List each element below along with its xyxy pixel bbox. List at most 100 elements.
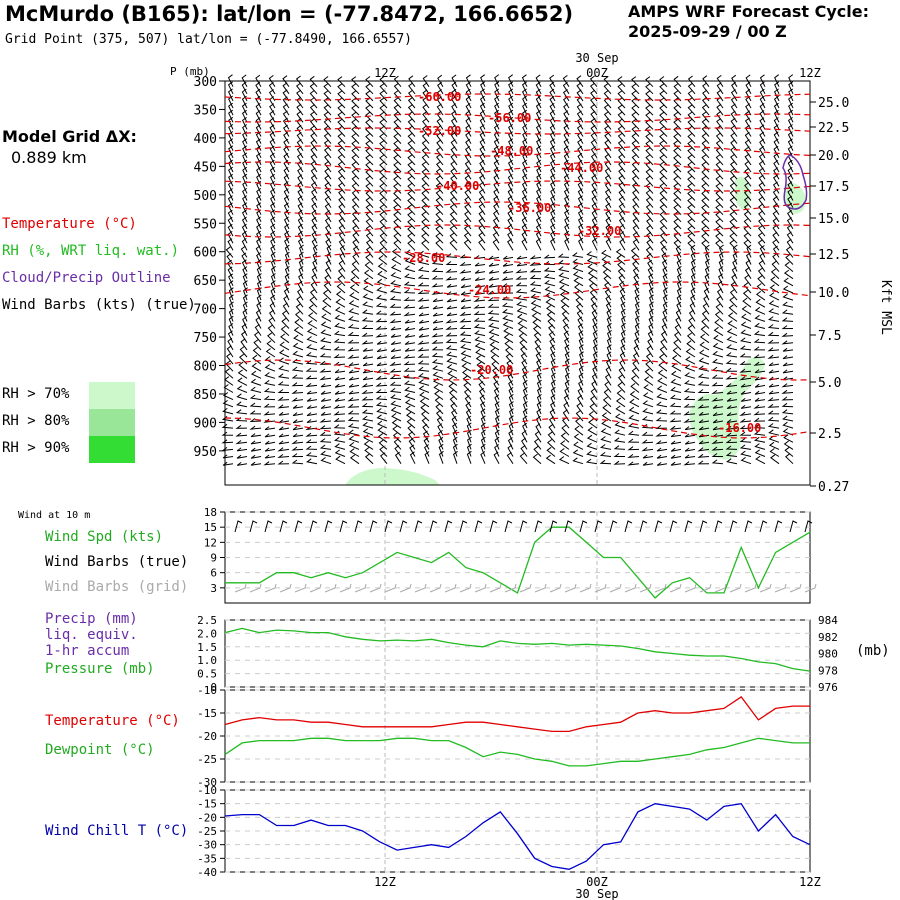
wind-barb [240,245,248,258]
wind-barb [772,239,780,251]
wind-barb [730,153,738,166]
wind-barb [585,458,598,465]
pressure-label: Pressure (mb) [45,661,155,677]
wind-barb [431,339,444,344]
wind-barb [292,350,304,358]
wind-barb [515,282,528,287]
wind-barb [506,452,514,464]
wind-barb [256,188,262,201]
wind-barb [237,369,248,379]
wind-barb [673,147,682,159]
wind-barb [228,294,234,308]
wind-barb [701,232,710,244]
wind-barb [284,266,290,279]
wind-barb [389,368,402,373]
wind-barb [516,301,528,308]
wind-barb [475,349,486,358]
wind-barb [767,339,780,344]
wind-barb [684,364,696,372]
wind-barb [758,260,766,272]
wind-barb [578,337,584,351]
wind-barb [421,146,430,159]
wind-barb [351,104,360,116]
wind-barb [407,211,416,223]
wind-barb [604,288,612,301]
wind-barb [701,175,710,187]
wind-barb [631,90,640,102]
wind-barb [772,224,780,237]
wind-barb [536,166,542,180]
wind-barb [422,82,430,95]
pressure-tick-label: 650 [194,274,217,289]
wind-barb [744,131,752,144]
wind-barb [563,188,570,201]
wind-barb [673,339,682,351]
wind-barb [337,90,346,102]
wind-barb [309,288,318,301]
wind-barb [685,356,696,365]
wind-barb [362,362,374,367]
wind-barb [255,95,262,109]
wind-barb [389,311,402,316]
wind-barb [547,431,556,443]
wind-barb [494,444,500,457]
wind-barb [365,133,374,144]
wind-barb [228,273,234,287]
bottom-tick-00z: 00Z [586,875,608,889]
wind-barb [520,445,528,457]
wind-barb [619,351,626,365]
wind-barb [488,262,500,267]
wind-barb [378,247,388,258]
true-wind-barb [294,520,303,533]
wind-barb [264,433,276,438]
wind-barb [306,328,318,337]
wind-barb [574,283,584,294]
wind-barb [673,175,682,187]
wind-barb [491,360,500,372]
wind-barb [632,260,640,272]
pressure-series [224,627,811,672]
wind-barb [407,161,416,173]
wind-barb [673,182,682,194]
wind-barb [377,262,388,273]
wind-barb [323,118,332,130]
true-wind-barb [714,520,723,533]
wind-barb [494,429,500,443]
wind-barb [521,181,528,194]
wind-barb [432,371,444,379]
wind-barb [306,419,318,423]
wind-barb [618,274,626,287]
wind-barb [604,381,612,393]
wind-barb [522,401,528,415]
wind-barb [337,97,346,109]
wind-barb [563,145,570,159]
wind-barb [326,244,332,258]
wind-barb [715,154,724,166]
pressure-tick-label: 550 [194,217,217,232]
wind-barb [730,117,738,130]
true-wind-barb [264,520,273,533]
wind-barb [546,305,556,315]
wind-barb [338,196,346,208]
wind-barb [338,238,346,251]
wind-barb [659,118,668,130]
wind-barb [549,88,556,102]
wind-barb [393,190,402,201]
wind-barb [768,441,780,450]
dewpoint-series [224,737,810,767]
grid-wind-barb [489,583,502,593]
wind-barb [572,271,584,280]
wind-barb [480,451,486,464]
wind-barb [280,325,290,336]
wind-barb [533,445,542,457]
wind-barb [297,188,304,201]
wind-barb [616,389,626,400]
wind-barb [648,287,654,301]
wind-barb [516,313,528,322]
wind-barb [715,303,724,315]
wind-barb [446,305,458,310]
legend-wind-barbs: Wind Barbs (kts) (true) [2,297,196,313]
wind-barb [263,411,276,416]
wind-barb [781,317,794,322]
wind-barb [433,384,444,393]
